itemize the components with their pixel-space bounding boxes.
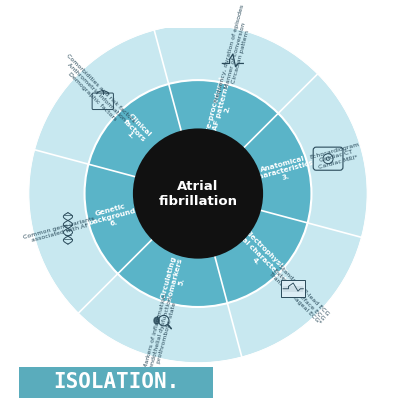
- Text: Genetic
background
6.: Genetic background 6.: [86, 201, 138, 233]
- Text: ISOLATION.: ISOLATION.: [53, 372, 179, 392]
- Text: Atrial
fibrillation: Atrial fibrillation: [158, 180, 238, 208]
- Text: Anatomical
characteristics
3.: Anatomical characteristics 3.: [252, 153, 316, 188]
- FancyBboxPatch shape: [281, 280, 305, 297]
- Circle shape: [29, 24, 367, 363]
- Text: Circulating
biomarkers
5.: Circulating biomarkers 5.: [159, 255, 190, 305]
- Text: Electrophysio-
logical characteristics
4.: Electrophysio- logical characteristics 4…: [222, 218, 300, 296]
- Text: Frequency, duration of episodes
Manner of conversion
Circadian pattern: Frequency, duration of episodes Manner o…: [214, 4, 256, 106]
- FancyBboxPatch shape: [19, 366, 213, 398]
- Text: Pre-procedural
AF patterns
2.: Pre-procedural AF patterns 2.: [204, 75, 239, 140]
- Text: Common gene variants
associated with AF: Common gene variants associated with AF: [23, 216, 97, 245]
- Text: Echocardiogram
Cardiac CT
Cardiac MRI*: Echocardiogram Cardiac CT Cardiac MRI*: [309, 142, 363, 171]
- Text: Clinical
factors
1.: Clinical factors 1.: [117, 113, 152, 148]
- Polygon shape: [154, 317, 159, 324]
- Text: Markers of inflammation,
endothelial dysfunction,
prothrombotic state: Markers of inflammation, endothelial dys…: [143, 292, 179, 372]
- Text: Comorbidities and risk factors
Anthrometric information
Demographic factors: Comorbidities and risk factors Anthromet…: [57, 53, 136, 132]
- Circle shape: [84, 80, 312, 307]
- Text: Standard 12-lead ECG
Extended surface ECG
Transesophageal ECG*: Standard 12-lead ECG Extended surface EC…: [268, 264, 330, 326]
- Circle shape: [133, 128, 263, 259]
- Circle shape: [102, 90, 104, 92]
